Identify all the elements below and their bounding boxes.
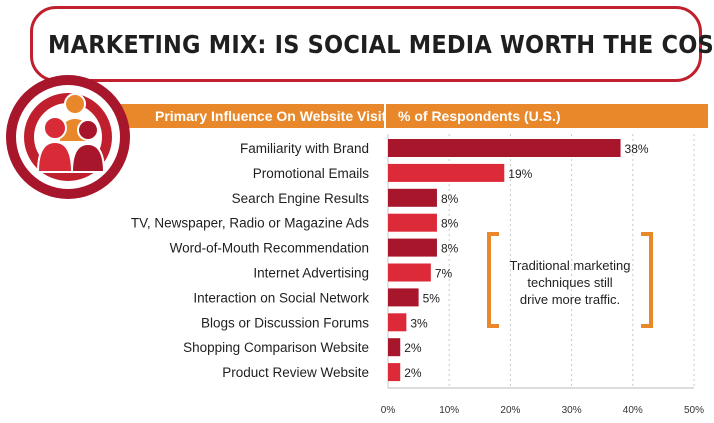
bar (388, 288, 419, 307)
x-tick-label: 20% (500, 405, 520, 416)
category-label: TV, Newspaper, Radio or Magazine Ads (131, 216, 369, 231)
bar (388, 163, 505, 182)
value-label: 8% (441, 217, 459, 231)
bar (388, 263, 431, 282)
bar (388, 338, 401, 357)
bar (388, 188, 437, 207)
category-label: Search Engine Results (232, 191, 370, 206)
bar (388, 213, 437, 232)
callout-line: techniques still (527, 275, 613, 290)
bar (388, 363, 401, 382)
chart-title: MARKETING MIX: IS SOCIAL MEDIA WORTH THE… (48, 30, 714, 59)
category-label: Familiarity with Brand (240, 141, 369, 156)
bar (388, 238, 437, 257)
x-tick-label: 50% (684, 405, 704, 416)
category-label: Blogs or Discussion Forums (201, 315, 369, 330)
callout-bracket (487, 232, 653, 328)
header-divider (384, 104, 386, 128)
bar (388, 313, 407, 332)
x-tick-label: 10% (439, 405, 459, 416)
category-label: Interaction on Social Network (193, 290, 369, 305)
title-bubble (30, 6, 702, 82)
header-left-label: Primary Influence On Website Visit (155, 108, 387, 124)
category-label: Product Review Website (222, 365, 369, 380)
value-label: 2% (404, 341, 422, 355)
value-label: 5% (423, 291, 441, 305)
bar (388, 139, 621, 157)
x-tick-label: 0% (381, 405, 396, 416)
category-label: Promotional Emails (253, 166, 370, 181)
value-label: 7% (435, 267, 453, 281)
category-label: Word-of-Mouth Recommendation (170, 241, 369, 256)
category-label: Internet Advertising (253, 266, 369, 281)
value-label: 3% (410, 316, 428, 330)
value-label: 38% (625, 142, 649, 156)
x-tick-label: 40% (623, 405, 643, 416)
header-bar (118, 104, 708, 128)
value-label: 8% (441, 192, 459, 206)
value-label: 8% (441, 242, 459, 256)
callout-line: drive more traffic. (519, 292, 621, 307)
callout-text: Traditional marketing techniques still d… (500, 257, 640, 308)
x-tick-label: 30% (562, 405, 582, 416)
category-label: Shopping Comparison Website (183, 340, 369, 355)
header-right-label: % of Respondents (U.S.) (398, 108, 561, 124)
people-target-icon (6, 75, 130, 199)
callout-line: Traditional marketing (509, 258, 631, 273)
value-label: 19% (508, 167, 532, 181)
value-label: 2% (404, 366, 422, 380)
